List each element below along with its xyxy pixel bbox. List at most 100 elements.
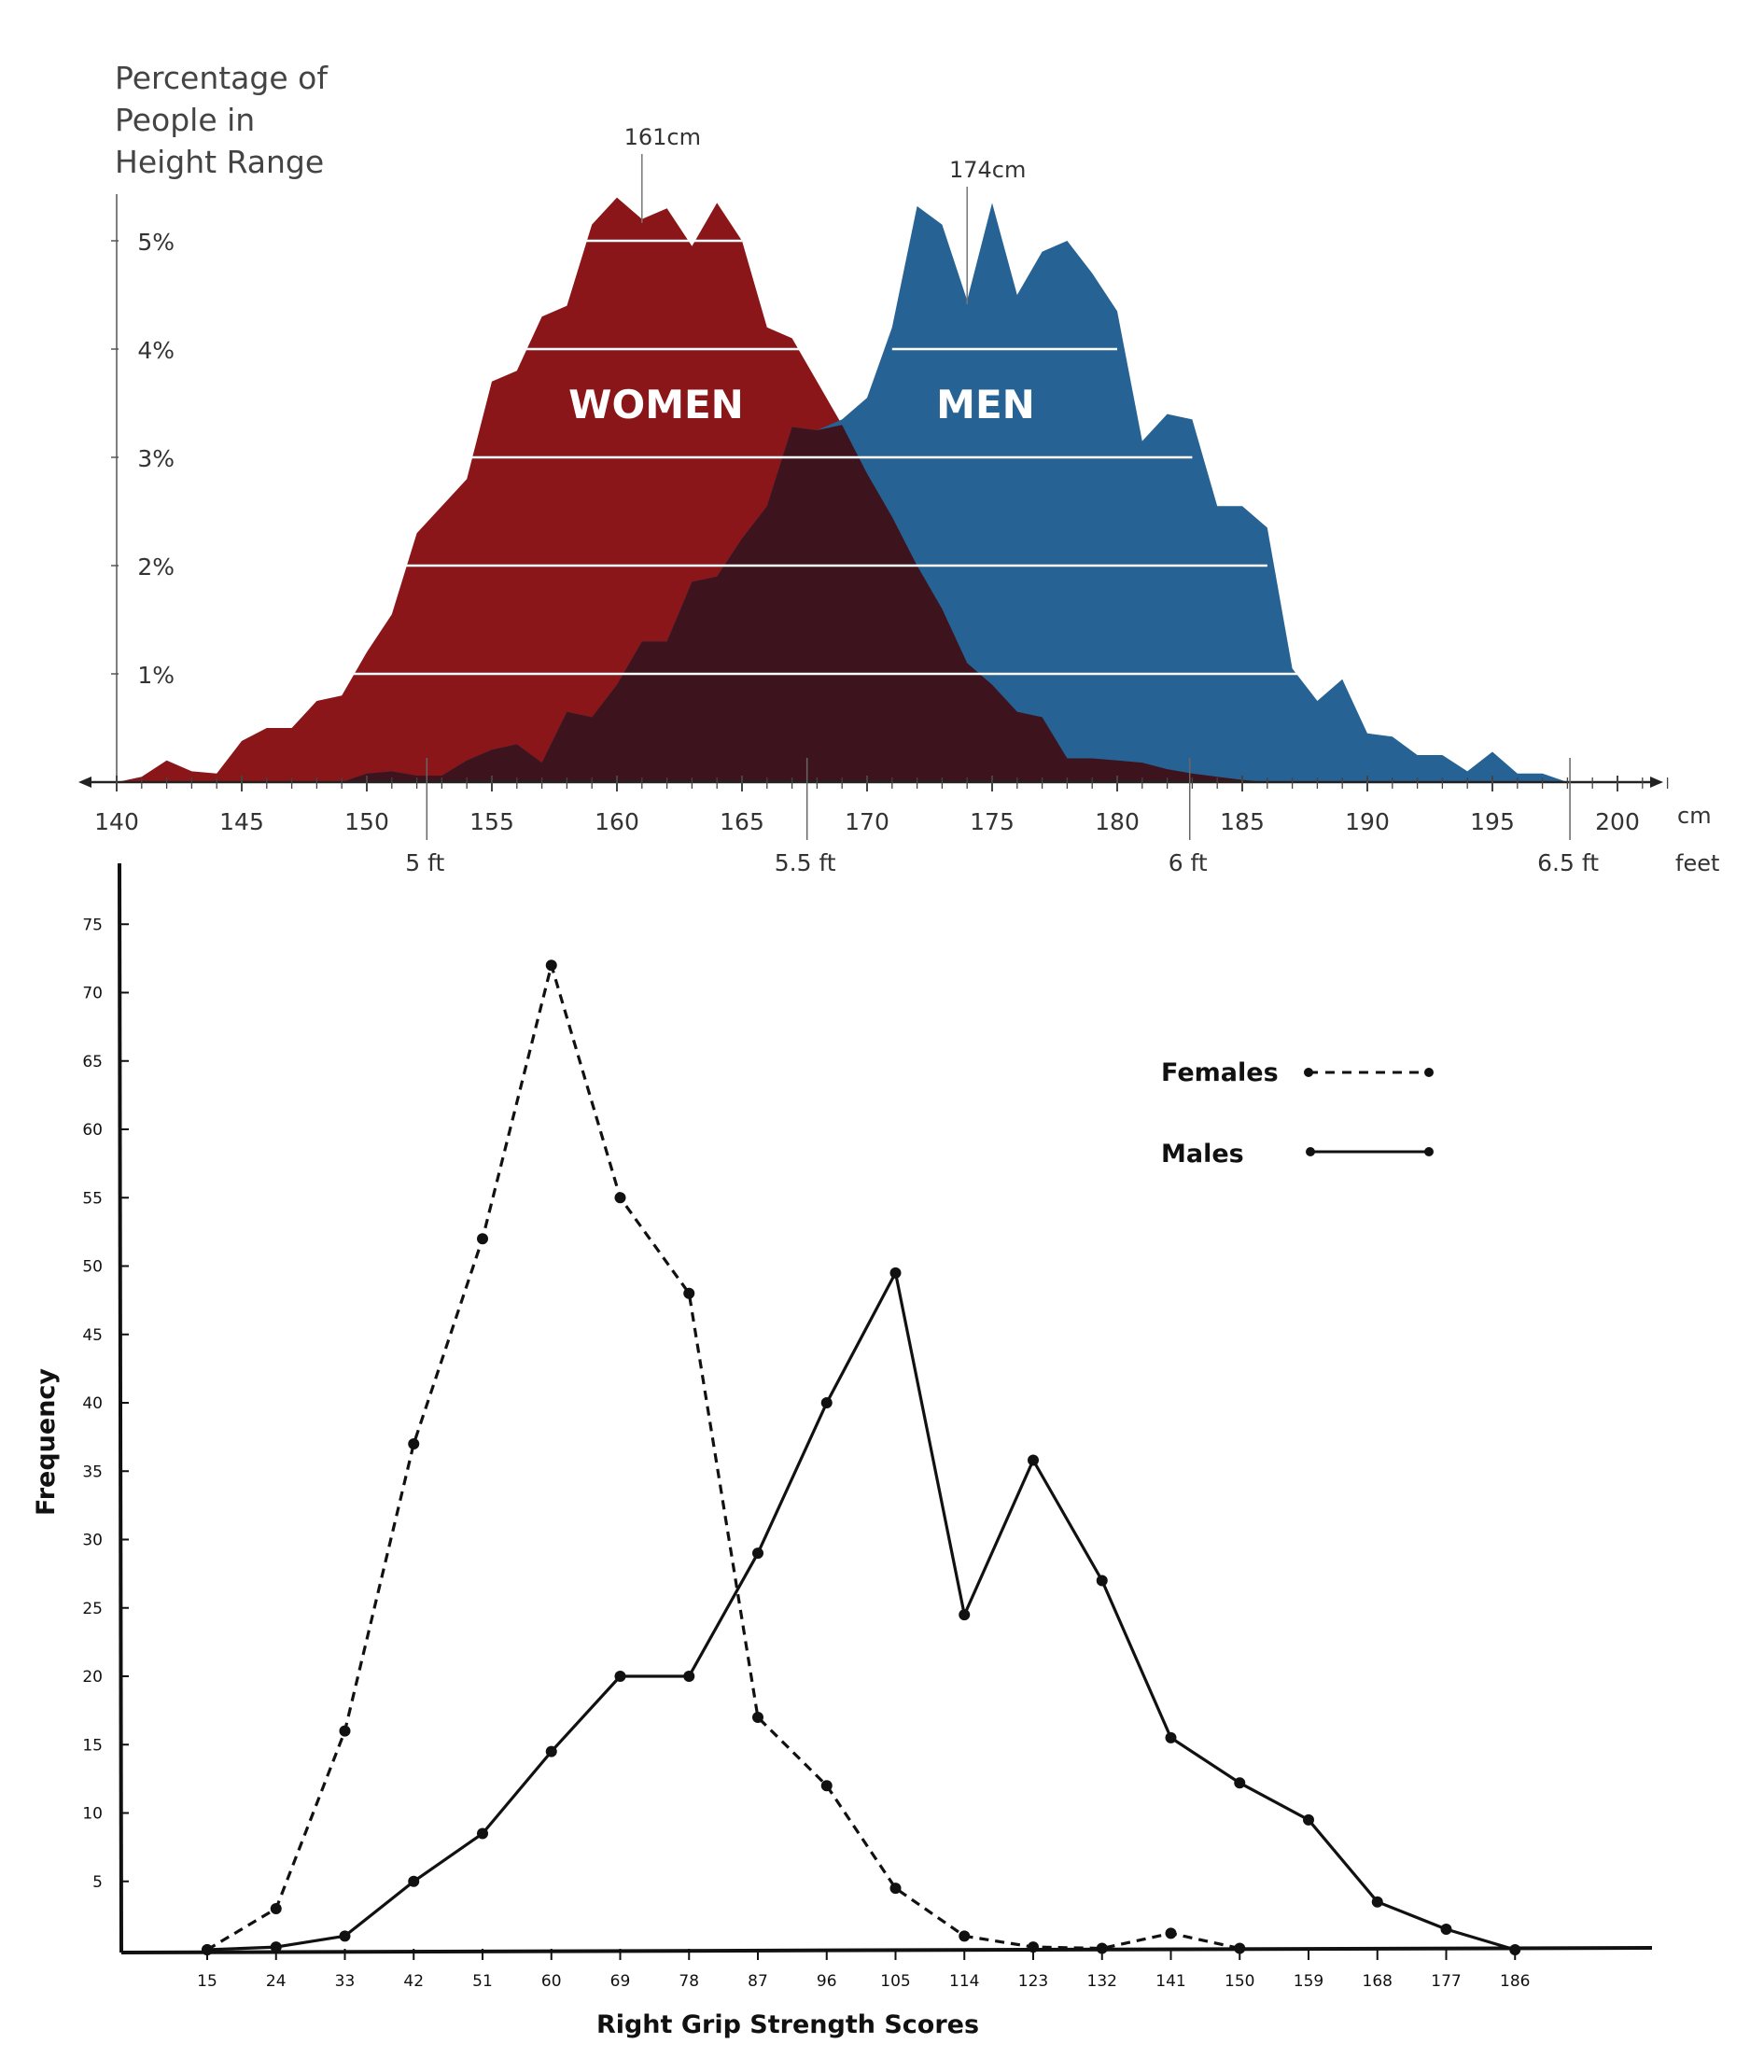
point-females-132 [1096,1942,1108,1954]
g-x-tick-label-132: 132 [1087,1972,1117,1991]
feet-tick-label-3: 6.5 ft [1537,849,1599,876]
g-x-tick-label-24: 24 [266,1972,287,1991]
point-females-60 [545,959,557,972]
y-tick-label-3: 3% [137,445,175,472]
y-tick-label-1: 1% [137,662,175,689]
point-males-87 [752,1547,763,1560]
x-tick-label-175: 175 [970,808,1015,835]
g-x-tick-label-150: 150 [1225,1972,1254,1991]
chart2-xlabel: Right Grip Strength Scores [596,2010,979,2039]
point-males-168 [1371,1896,1383,1908]
chart1-xlabel-cm: cm [1677,803,1712,829]
point-males-114 [959,1609,971,1621]
chart2-ylabel: Frequency [32,1368,61,1516]
x-tick-label-165: 165 [720,808,764,835]
legend: Females Males [1161,1058,1434,1169]
g-x-tick-label-114: 114 [949,1972,979,1991]
point-females-114 [959,1930,971,1942]
x-tick-label-200: 200 [1595,808,1640,835]
point-males-42 [408,1875,420,1887]
legend-label-females: Females [1161,1058,1279,1087]
point-females-141 [1165,1927,1177,1939]
point-males-159 [1303,1813,1314,1826]
g-x-tick-label-42: 42 [403,1972,424,1991]
legend-marker-females-start [1304,1068,1313,1077]
men-area [342,203,1568,782]
annotation-174cm: 174cm [949,157,1026,183]
point-males-177 [1440,1924,1452,1936]
y-tick-label-5: 5% [137,229,175,256]
g-y-tick-label-60: 60 [82,1121,103,1140]
chart2-x-axis [120,1946,1653,1954]
g-x-tick-label-15: 15 [197,1972,217,1991]
g-y-tick-label-40: 40 [82,1394,103,1413]
g-y-tick-label-25: 25 [82,1600,103,1618]
x-axis-arrow-left [78,777,91,788]
chart1-ylabel-line-3: Height Range [115,144,324,180]
point-males-33 [339,1930,351,1942]
series-line-females [206,963,1240,1952]
point-females-78 [683,1287,695,1299]
g-x-tick-label-96: 96 [817,1972,837,1991]
g-x-tick-label-159: 159 [1294,1972,1323,1991]
series-label-women: WOMEN [568,382,744,427]
point-males-186 [1509,1944,1521,1955]
point-females-42 [408,1437,420,1449]
point-males-123 [1028,1454,1039,1466]
g-y-tick-label-70: 70 [82,985,103,1003]
point-females-96 [820,1780,833,1792]
feet-tick-label-1: 5.5 ft [775,849,836,876]
chart2-y-axis [118,862,123,1953]
x-tick-label-190: 190 [1345,808,1390,835]
g-x-tick-label-69: 69 [610,1972,631,1991]
annotation-161cm: 161cm [624,124,701,150]
point-females-87 [752,1711,763,1723]
series-line-males [206,1271,1516,1952]
chart1-ylabel-line-1: Percentage of [115,60,329,96]
point-females-150 [1234,1942,1246,1954]
point-females-33 [339,1725,351,1737]
g-y-tick-label-10: 10 [82,1805,103,1824]
g-y-tick-label-50: 50 [82,1258,103,1277]
legend-marker-males-start [1306,1147,1315,1156]
g-x-tick-label-141: 141 [1155,1972,1185,1991]
point-females-105 [889,1883,902,1895]
point-males-96 [820,1397,833,1408]
g-y-tick-label-55: 55 [82,1189,103,1208]
point-males-60 [545,1745,557,1757]
y-tick-label-2: 2% [137,553,175,581]
g-x-tick-label-78: 78 [679,1972,699,1991]
point-females-69 [614,1192,626,1204]
x-tick-label-185: 185 [1220,808,1265,835]
g-x-tick-label-168: 168 [1363,1972,1393,1991]
g-y-tick-label-30: 30 [82,1532,103,1550]
x-tick-label-145: 145 [219,808,264,835]
g-x-tick-label-105: 105 [880,1972,910,1991]
point-females-51 [477,1233,488,1245]
g-y-tick-label-45: 45 [82,1326,103,1345]
x-tick-label-195: 195 [1470,808,1515,835]
point-males-132 [1096,1575,1108,1587]
overlap-area [342,425,1267,782]
g-x-tick-label-186: 186 [1500,1972,1530,1991]
feet-tick-label-2: 6 ft [1169,849,1208,876]
x-axis-arrow-right [1650,777,1663,788]
point-males-141 [1165,1731,1177,1743]
x-tick-label-155: 155 [469,808,514,835]
g-y-tick-label-75: 75 [82,916,103,934]
g-x-tick-label-60: 60 [541,1972,562,1991]
x-tick-label-170: 170 [845,808,889,835]
x-tick-label-150: 150 [344,808,389,835]
g-y-tick-label-35: 35 [82,1463,103,1481]
point-males-69 [614,1671,626,1682]
x-tick-label-160: 160 [595,808,639,835]
g-y-tick-label-65: 65 [82,1053,103,1071]
legend-marker-males-end [1424,1147,1434,1156]
point-females-24 [270,1903,282,1915]
y-tick-label-4: 4% [137,337,175,364]
g-x-tick-label-33: 33 [335,1972,356,1991]
g-y-tick-label-20: 20 [82,1668,103,1687]
point-males-51 [477,1827,488,1840]
g-x-tick-label-87: 87 [748,1972,768,1991]
